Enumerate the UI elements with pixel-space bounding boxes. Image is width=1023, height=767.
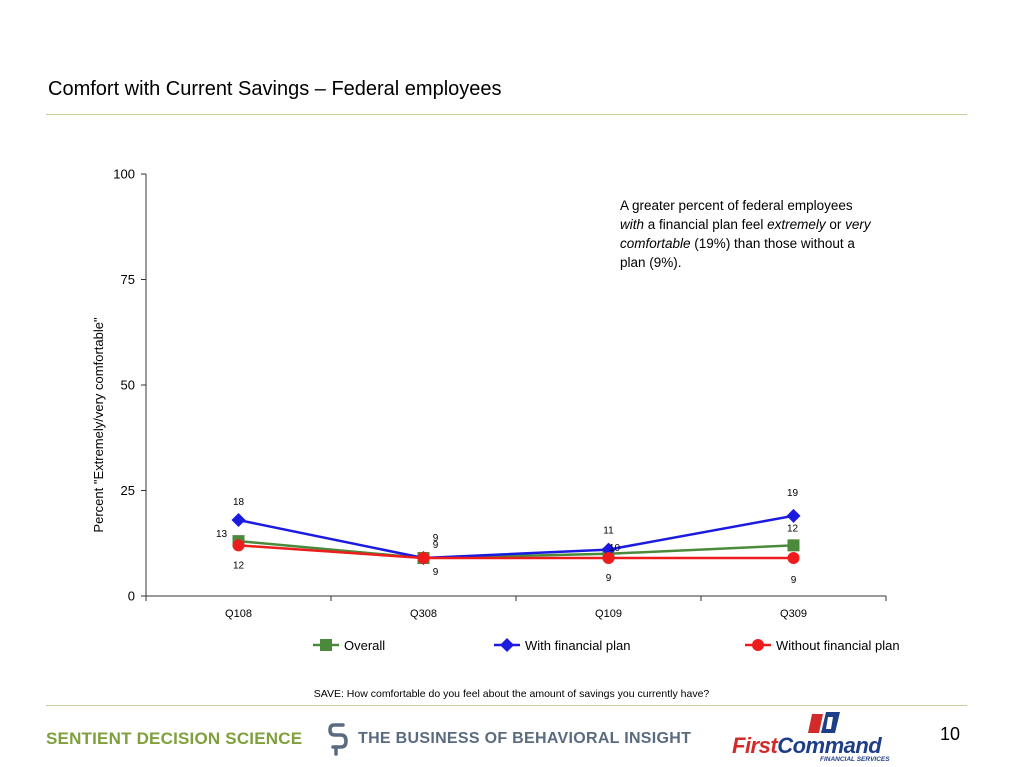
tagline: THE BUSINESS OF BEHAVIORAL INSIGHT — [358, 730, 692, 747]
legend-label: Overall — [344, 638, 385, 653]
y-tick-label: 100 — [113, 167, 135, 182]
sds-emblem-icon — [328, 723, 348, 756]
data-label: 9 — [791, 575, 797, 586]
x-tick-label: Q109 — [595, 608, 622, 620]
annotation-text: or — [825, 217, 846, 232]
annotation-emphasis-with: with — [620, 217, 645, 232]
series-line-1 — [238, 514, 794, 560]
first-command-subtitle: FINANCIAL SERVICES — [820, 756, 890, 763]
y-tick-label: 25 — [121, 483, 135, 498]
data-label: 11 — [603, 526, 614, 537]
page-number: 10 — [940, 724, 961, 744]
series-line-2 — [238, 544, 794, 560]
annotation-line-1: A greater percent of federal employees — [620, 198, 853, 213]
data-label: 9 — [433, 567, 439, 578]
x-tick-label: Q309 — [780, 608, 807, 620]
first-command-emblem-icon — [808, 712, 840, 733]
y-tick-label: 0 — [128, 589, 135, 604]
data-label: 12 — [233, 560, 245, 571]
data-point-1 — [231, 513, 246, 528]
data-label: 18 — [233, 497, 245, 508]
legend-marker — [500, 638, 514, 652]
x-tick-label: Q308 — [410, 608, 437, 620]
y-tick-label: 75 — [121, 272, 135, 287]
legend-label: Without financial plan — [776, 638, 900, 653]
sentient-decision-science-logo: SENTIENT DECISION SCIENCE — [46, 729, 303, 748]
data-point-2 — [602, 552, 615, 565]
data-label: 19 — [787, 488, 799, 499]
annotation-emphasis-very: very — [845, 217, 871, 232]
annotation-emphasis-comfortable: comfortable — [620, 236, 691, 251]
data-point-1 — [786, 508, 801, 523]
title-divider — [46, 114, 967, 115]
annotation-text: a financial plan feel — [644, 217, 768, 232]
survey-question: SAVE: How comfortable do you feel about … — [313, 688, 710, 700]
data-point-0 — [787, 539, 800, 552]
first-command-logo: FirstCommand — [732, 733, 882, 759]
chart-annotation: A greater percent of federal employees w… — [620, 196, 920, 272]
data-point-1 — [601, 542, 616, 557]
legend-marker — [752, 639, 764, 651]
legend-marker — [320, 639, 332, 651]
y-tick-label: 50 — [121, 378, 135, 393]
data-label: 12 — [787, 523, 799, 534]
y-axis-title: Percent "Extremely/very comfortable" — [91, 317, 106, 533]
data-point-2 — [787, 552, 800, 565]
x-tick-label: Q108 — [225, 608, 252, 620]
data-point-2 — [232, 539, 245, 552]
annotation-text: (19%) than those without a — [690, 236, 855, 251]
data-label: 13 — [216, 529, 228, 540]
data-label: 9 — [433, 533, 439, 544]
series-line-0 — [238, 539, 794, 560]
legend-label: With financial plan — [525, 638, 631, 653]
data-label: 10 — [609, 543, 621, 554]
data-label: 9 — [433, 540, 439, 551]
annotation-emphasis-extremely: extremely — [767, 217, 826, 232]
footer-divider — [46, 705, 967, 706]
data-point-2 — [417, 552, 430, 565]
slide-title: Comfort with Current Savings – Federal e… — [48, 78, 502, 100]
data-label: 9 — [606, 573, 612, 584]
first-command-logo-first: First — [732, 733, 778, 758]
first-command-logo-command: Command — [777, 733, 882, 758]
annotation-line-4: plan (9%). — [620, 255, 682, 270]
